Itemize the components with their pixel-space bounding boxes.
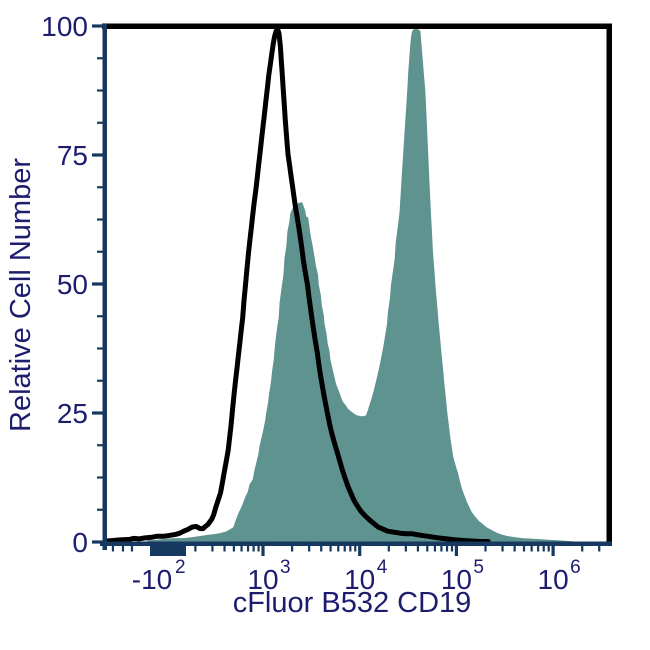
- y-minor-tick: [97, 508, 104, 511]
- y-minor-tick: [97, 476, 104, 479]
- y-major-tick: [92, 282, 104, 286]
- x-minor-tick: [404, 543, 407, 552]
- x-minor-tick: [308, 543, 311, 552]
- x-minor-tick: [121, 543, 125, 552]
- x-minor-tick: [194, 543, 197, 552]
- y-tick-label: 25: [57, 398, 88, 429]
- plot-right-border: [606, 23, 612, 546]
- x-major-tick: [454, 543, 458, 556]
- x-minor-tick: [246, 543, 250, 552]
- x-minor-tick: [349, 543, 352, 552]
- x-tick-label: 10: [538, 564, 569, 595]
- y-minor-tick: [97, 186, 104, 189]
- x-minor-tick: [354, 543, 357, 552]
- x-tick-label: 10: [247, 564, 278, 595]
- x-minor-tick: [130, 543, 134, 552]
- x-tick-exponent: 3: [280, 557, 291, 578]
- x-minor-tick: [450, 543, 454, 552]
- y-major-tick: [92, 540, 104, 544]
- x-minor-tick: [581, 543, 584, 552]
- x-minor-tick: [211, 543, 214, 552]
- y-minor-tick: [97, 89, 104, 92]
- x-minor-tick: [501, 543, 504, 552]
- x-minor-tick: [257, 543, 260, 552]
- y-minor-tick: [97, 315, 104, 318]
- stained-histogram-fill: [147, 28, 574, 546]
- x-minor-tick: [223, 543, 226, 552]
- y-major-tick: [92, 411, 104, 415]
- x-tick-label: -10: [132, 564, 172, 595]
- x-minor-tick: [416, 543, 420, 552]
- x-tick-exponent: 4: [377, 557, 388, 578]
- x-minor-tick: [426, 543, 429, 552]
- x-major-tick: [551, 543, 555, 556]
- y-major-tick: [92, 153, 104, 157]
- x-minor-tick: [240, 543, 243, 552]
- x-minor-tick: [433, 543, 437, 552]
- x-tick-exponent: 5: [473, 557, 484, 578]
- x-tick-label: 10: [344, 564, 375, 595]
- y-minor-tick: [97, 57, 104, 60]
- y-axis-title: Relative Cell Number: [5, 158, 37, 432]
- x-minor-tick: [252, 543, 255, 552]
- x-minor-tick: [337, 543, 340, 552]
- x-minor-tick: [513, 543, 516, 552]
- x-minor-tick: [343, 543, 346, 552]
- x-minor-tick: [387, 543, 390, 552]
- x-minor-tick: [320, 543, 323, 552]
- x-minor-tick: [547, 543, 550, 552]
- y-tick-label: 50: [57, 269, 88, 300]
- x-minor-tick: [329, 543, 332, 552]
- x-minor-tick: [440, 543, 443, 552]
- x-minor-tick: [542, 543, 545, 552]
- y-axis-line: [102, 24, 107, 550]
- x-minor-tick: [291, 543, 294, 552]
- y-minor-tick: [97, 218, 104, 221]
- control-histogram-line: [104, 26, 491, 544]
- y-tick-label: 75: [57, 140, 88, 171]
- x-minor-tick: [598, 543, 601, 552]
- y-minor-tick: [97, 347, 104, 350]
- x-minor-tick: [537, 543, 540, 552]
- y-tick-label: 0: [72, 527, 88, 558]
- x-tick-exponent: 6: [570, 557, 581, 578]
- x-minor-tick: [232, 543, 235, 552]
- y-minor-tick: [97, 250, 104, 253]
- x-minor-tick: [522, 543, 526, 552]
- x-major-tick: [358, 543, 362, 556]
- x-tick-label: 10: [441, 564, 472, 595]
- x-minor-tick: [111, 543, 115, 552]
- x-tick-exponent: 2: [175, 557, 186, 578]
- y-minor-tick: [97, 121, 104, 124]
- x-minor-tick: [484, 543, 487, 552]
- y-major-tick: [92, 24, 104, 28]
- plot-top-border: [102, 23, 612, 29]
- x-minor-tick: [445, 543, 449, 552]
- x-minor-tick: [530, 543, 533, 552]
- x-linear-region-tick-block: [150, 543, 186, 556]
- x-axis-title: cFluor B532 CD19: [233, 587, 472, 619]
- x-major-tick: [261, 543, 265, 556]
- y-minor-tick: [97, 379, 104, 382]
- y-minor-tick: [97, 444, 104, 447]
- y-tick-label: 100: [41, 11, 88, 42]
